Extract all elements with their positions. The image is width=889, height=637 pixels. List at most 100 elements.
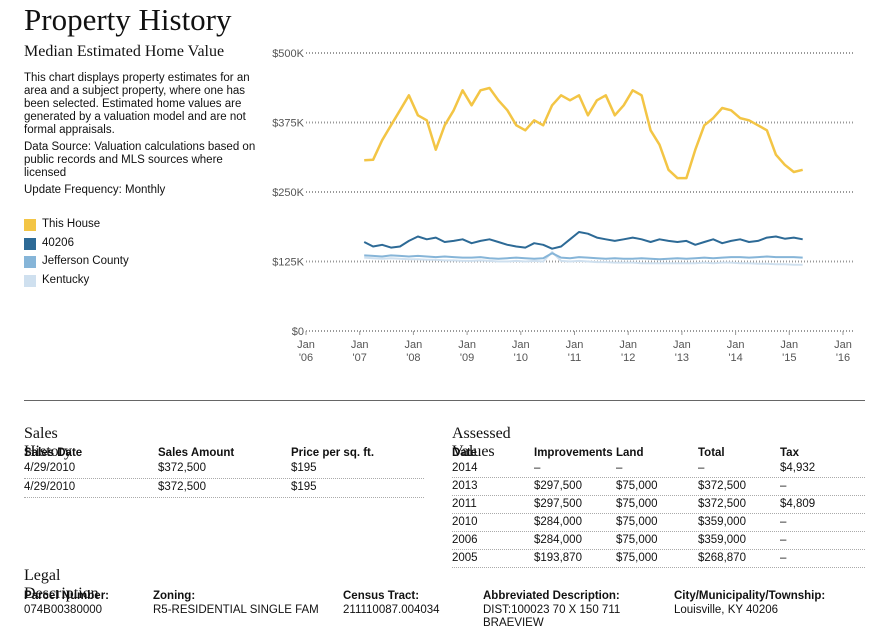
column-header: Total [698,447,725,459]
row-separator [452,531,865,532]
row-separator [24,497,424,498]
row-separator [452,513,865,514]
description-text: Data Source: Valuation calculations base… [24,141,256,179]
y-tick-label: $500K [272,48,304,60]
row-separator [452,567,865,568]
table-cell: – [534,462,541,474]
section-title: Legal Description [24,567,99,602]
x-tick-label: Jan '12 [619,339,637,364]
table-cell: – [698,462,705,474]
divider [24,400,865,401]
table-cell: $75,000 [616,534,658,546]
table-cell: $75,000 [616,498,658,510]
row-separator [452,495,865,496]
table-cell: $195 [291,481,317,493]
table-cell: – [616,462,623,474]
table-cell: – [780,516,787,528]
table-cell: $372,500 [158,462,206,474]
description-text: This chart displays property estimates f… [24,72,250,136]
legend-swatch [24,256,36,268]
table-cell: $284,000 [534,534,582,546]
table-cell: $75,000 [616,516,658,528]
field-value: DIST:100023 70 X 150 711 BRAEVIEW [483,604,621,629]
x-tick-label: Jan '13 [673,339,691,364]
table-cell: $193,870 [534,552,582,564]
series-line [363,231,803,250]
table-cell: 2013 [452,480,478,492]
legend-label: Jefferson County [42,255,129,267]
legend-item: This House [24,218,224,237]
table-cell: $4,932 [780,462,816,474]
table-cell: $297,500 [534,498,582,510]
legend-swatch [24,237,36,250]
y-tick-label: $250K [272,187,304,199]
field-label: Abbreviated Description: [483,590,620,602]
table-cell: – [780,480,787,492]
table-cell: – [780,534,787,546]
row-separator [452,477,865,478]
x-tick-label: Jan '07 [351,339,369,364]
x-tick-label: Jan '09 [458,339,476,364]
chart-title: Median Estimated Home Value [24,43,225,60]
table-cell: 2006 [452,534,478,546]
table-cell: 2005 [452,552,478,564]
row-separator [452,549,865,550]
table-cell: 2011 [452,498,477,510]
table-cell: $268,870 [698,552,746,564]
legend: This House 40206 Jefferson County Kentucky [24,218,224,292]
table-cell: $4,809 [780,498,816,510]
column-header: Sales Date [24,447,83,459]
table-cell: $359,000 [698,534,746,546]
legend-label: 40206 [42,236,74,249]
field-label: City/Municipality/Township: [674,590,826,602]
column-header: Improvements [534,447,613,459]
x-tick-label: Jan '15 [780,339,798,364]
column-header: Sales Amount [158,447,235,459]
legend-item: 40206 [24,237,224,256]
field-label: Parcel Number: [24,590,110,602]
table-cell: $75,000 [616,480,658,492]
chart-description: This chart displays property estimates f… [24,72,256,201]
table-cell: 2010 [452,516,478,528]
legend-label: Kentucky [42,273,90,286]
x-tick-label: Jan '16 [834,339,852,364]
field-label: Zoning: [153,590,196,602]
chart: $0 $125K $250K $375K $500K Jan '06 Jan '07 Jan '08… [272,48,855,364]
series-line [364,86,803,180]
x-tick-label: Jan '14 [727,339,745,364]
table-cell: $284,000 [534,516,582,528]
table-cell: $372,500 [698,480,746,492]
series-line [364,252,803,261]
field-label: Census Tract: [343,590,420,602]
field-value: Louisville, KY 40206 [674,604,778,616]
x-tick-label: Jan '10 [512,339,530,364]
description-text: Update Frequency: Monthly [24,184,166,196]
table-cell: 4/29/2010 [24,481,76,493]
legend-swatch [24,219,36,231]
table-cell: $372,500 [158,481,206,493]
y-tick-label: $0 [292,326,304,338]
column-header: Date [452,447,477,459]
table-cell: 2014 [452,462,478,474]
column-header: Land [616,447,644,459]
x-tick-label: Jan '08 [405,339,423,364]
table-cell: – [780,552,787,564]
legend-item: Jefferson County [24,255,224,274]
field-value: 074B00380000 [24,604,103,616]
y-tick-label: $375K [272,118,304,130]
table-cell: $359,000 [698,516,746,528]
legend-item: Kentucky [24,274,224,293]
field-value: R5-RESIDENTIAL SINGLE FAM [153,604,319,616]
x-tick-label: Jan '11 [566,339,584,364]
table-cell: $75,000 [616,552,658,564]
section-title: Assessed Values [452,425,511,460]
field-value: 211110087.004034 [343,604,440,616]
legend-swatch [24,274,36,287]
table-cell: $297,500 [534,480,582,492]
table-cell: 4/29/2010 [24,462,76,474]
row-separator [24,478,424,479]
column-header: Tax [780,447,799,459]
table-cell: $372,500 [698,498,746,510]
series-line [364,251,803,266]
